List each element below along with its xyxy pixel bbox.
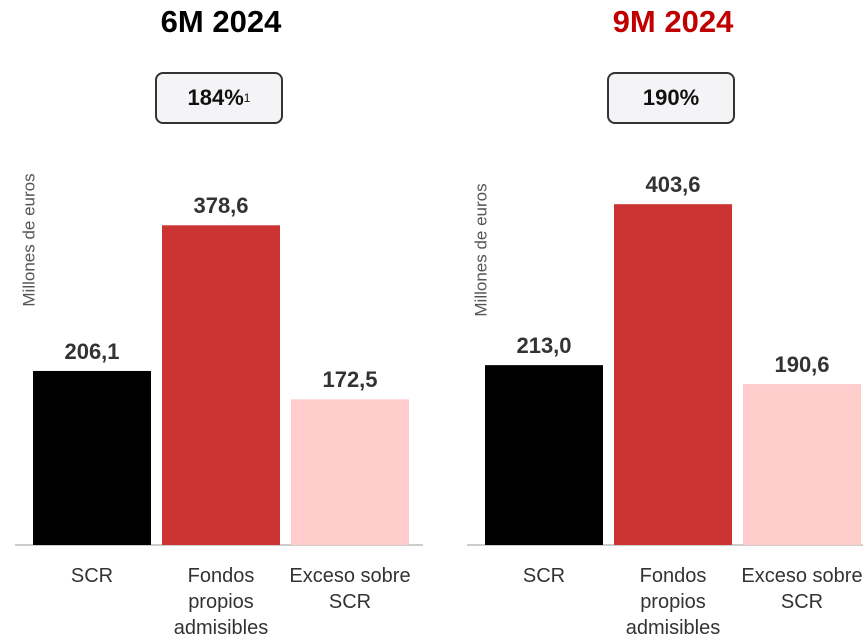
- x-tick-label: Fondos propios admisibles: [625, 565, 721, 639]
- value-label: 378,6: [193, 193, 248, 218]
- ratio-box: 190%: [607, 72, 735, 124]
- ratio-value: 190%: [642, 85, 700, 110]
- value-label: 206,1: [64, 339, 119, 364]
- ratio-note: 1: [243, 91, 251, 105]
- x-tick-label: SCR: [70, 565, 114, 587]
- x-tick-label: Fondos propios admisibles: [173, 565, 269, 639]
- ratio-box: 184% 1: [155, 72, 283, 124]
- bar: [33, 370, 151, 545]
- bar: [291, 399, 409, 545]
- x-tick-label: Exceso sobre SCR: [741, 565, 863, 613]
- bar: [485, 365, 603, 545]
- x-tick-label: Exceso sobre SCR: [289, 565, 411, 613]
- y-axis-label: Millones de euros: [19, 173, 38, 306]
- chart-title: 6M 2024: [160, 4, 282, 39]
- chart-title: 9M 2024: [612, 4, 734, 39]
- bar: [614, 204, 732, 545]
- value-label: 172,5: [322, 367, 377, 392]
- x-tick-label: SCR: [522, 565, 566, 587]
- y-axis-label: Millones de euros: [471, 183, 490, 316]
- ratio-value: 184%: [187, 85, 244, 110]
- bar: [162, 225, 280, 545]
- value-label: 213,0: [516, 333, 571, 358]
- bar: [743, 384, 861, 545]
- value-label: 190,6: [774, 352, 829, 377]
- value-label: 403,6: [645, 172, 700, 197]
